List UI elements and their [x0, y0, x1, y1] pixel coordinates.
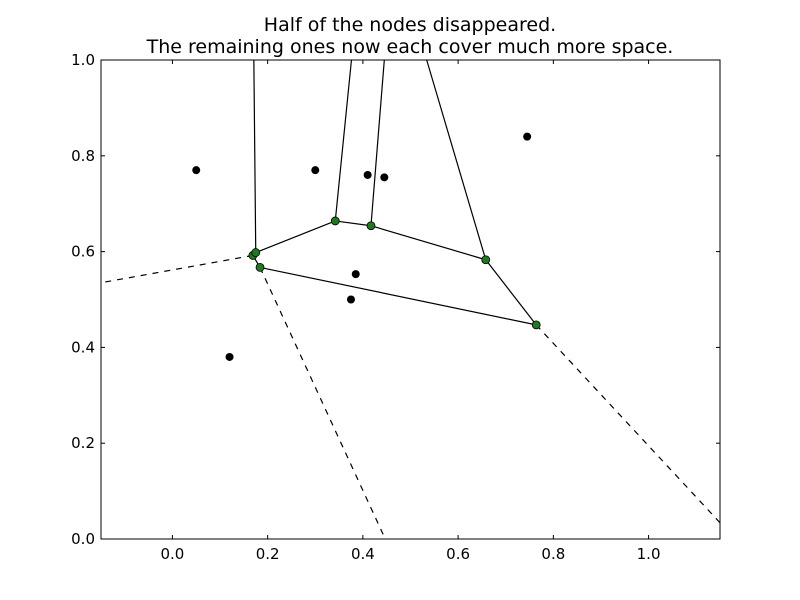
input-point-4 — [523, 132, 532, 141]
voronoi-edge-6 — [259, 266, 537, 326]
x-tick-label-2: 0.4 — [351, 545, 375, 563]
voronoi-edge-4 — [370, 225, 486, 261]
y-tick-label-3: 0.6 — [71, 243, 95, 261]
voronoi-edges — [101, 60, 720, 539]
voronoi-ray-12 — [259, 267, 386, 539]
chart-subtitle: The remaining ones now each cover much m… — [146, 36, 674, 58]
axis-ticks: 0.0 0.2 0.4 0.6 0.8 1.0 0.0 0.2 0.4 0.6 0.8 1.0 — [71, 51, 720, 563]
voronoi-vertex-5 — [481, 255, 491, 265]
voronoi-ray-13 — [535, 324, 720, 524]
voronoi-edge-10 — [426, 60, 487, 260]
voronoi-vertex-4 — [366, 221, 376, 231]
input-point-2 — [363, 170, 372, 179]
voronoi-vertex-6 — [531, 320, 541, 330]
y-tick-label-0: 0.0 — [71, 530, 95, 548]
voronoi-edge-9 — [370, 60, 385, 226]
x-tick-label-0: 0.0 — [160, 545, 184, 563]
x-tick-label-5: 1.0 — [637, 545, 661, 563]
voronoi-vertex-3 — [330, 216, 340, 226]
voronoi-vertex-1 — [251, 248, 261, 257]
input-point-1 — [311, 166, 320, 175]
input-point-7 — [225, 352, 234, 361]
input-point-0 — [192, 166, 201, 175]
plot-frame — [100, 59, 721, 540]
input-point-5 — [351, 270, 360, 279]
voronoi-vertex-2 — [255, 263, 265, 272]
input-points — [192, 132, 532, 361]
x-tick-label-4: 0.8 — [541, 545, 565, 563]
voronoi-edge-5 — [485, 259, 537, 326]
x-tick-label-3: 0.6 — [446, 545, 470, 563]
chart-title: Half of the nodes disappeared. — [264, 14, 556, 36]
voronoi-edge-8 — [334, 60, 353, 222]
y-tick-label-4: 0.8 — [71, 147, 95, 165]
y-tick-label-2: 0.4 — [71, 338, 95, 356]
voronoi-vertices — [248, 216, 541, 330]
input-point-6 — [346, 295, 355, 304]
input-point-3 — [380, 173, 389, 182]
y-tick-label-1: 0.2 — [71, 434, 95, 452]
voronoi-edge-2 — [255, 220, 336, 254]
voronoi-ray-11 — [101, 254, 253, 284]
voronoi-edge-3 — [335, 220, 372, 227]
y-tick-label-5: 1.0 — [71, 51, 95, 69]
x-tick-label-1: 0.2 — [256, 545, 280, 563]
voronoi-edge-7 — [253, 60, 257, 253]
